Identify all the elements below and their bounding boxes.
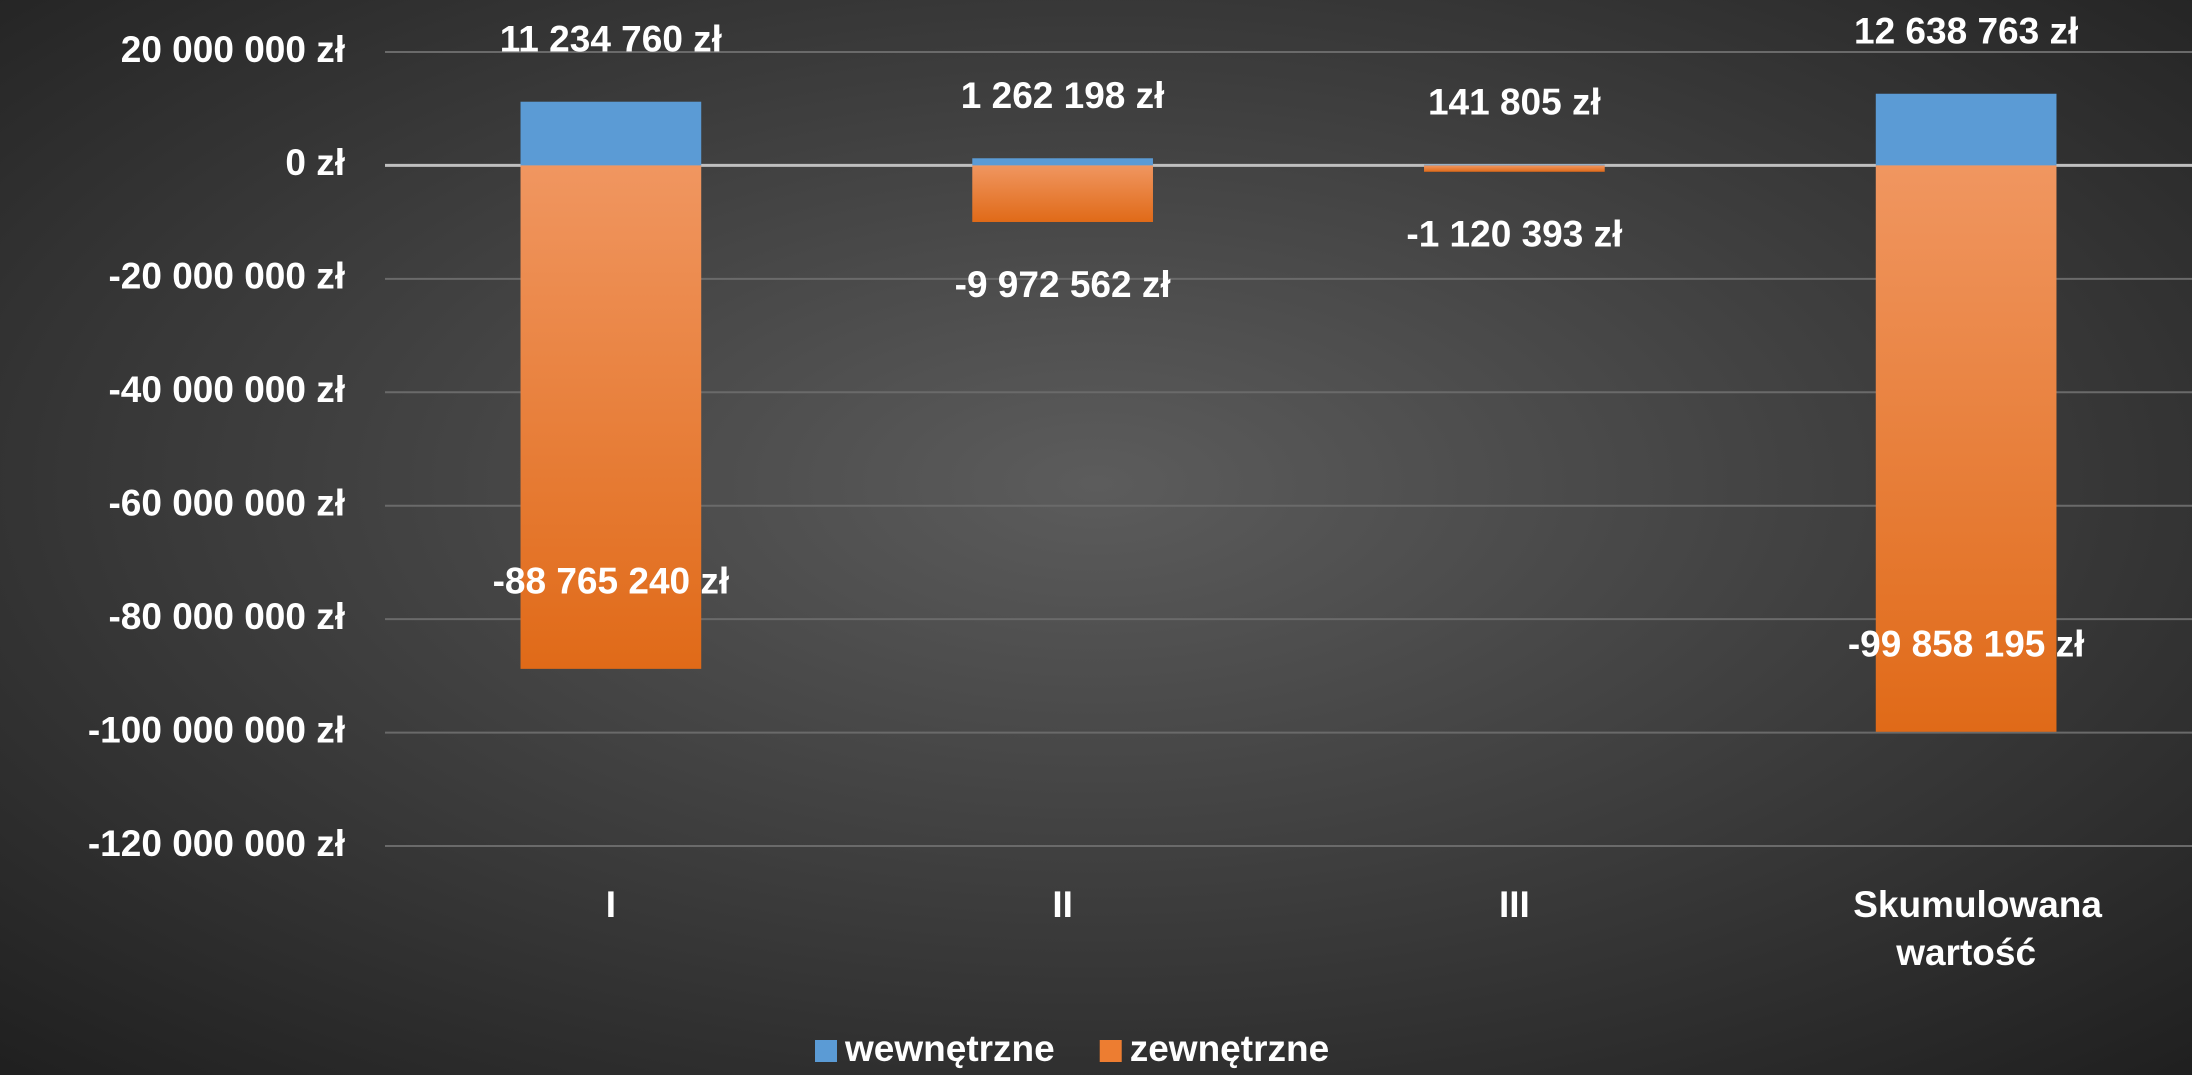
data-label: -99 858 195 zł xyxy=(1848,624,2085,665)
y-tick-label: -60 000 000 zł xyxy=(108,482,345,523)
x-tick-label-box: Skumulowana wartość xyxy=(1853,884,2102,974)
bar xyxy=(1424,165,1605,172)
x-tick-label: Skumulowana wartość xyxy=(1853,884,2102,974)
bar xyxy=(972,158,1153,166)
data-label: -1 120 393 zł xyxy=(1406,214,1622,255)
bar xyxy=(1875,165,2057,732)
data-label: 1 262 198 zł xyxy=(961,75,1165,116)
data-label: 11 234 760 zł xyxy=(500,18,722,59)
y-tick-label: -40 000 000 zł xyxy=(108,369,345,410)
y-tick-label: -20 000 000 zł xyxy=(108,256,345,297)
y-tick-label: 20 000 000 zł xyxy=(121,29,345,70)
data-label: 12 638 763 zł xyxy=(1854,11,2078,52)
y-tick-label: 0 zł xyxy=(285,142,345,183)
x-tick-label: I xyxy=(605,884,617,925)
legend-swatch xyxy=(815,1040,837,1062)
x-tick-label: II xyxy=(1052,884,1073,925)
bar xyxy=(972,165,1153,222)
bar xyxy=(520,101,702,166)
legend-label: wewnętrzne xyxy=(844,1028,1055,1069)
x-tick-label-box: I xyxy=(605,884,617,925)
legend-label: zewnętrzne xyxy=(1130,1028,1329,1069)
data-label: -9 972 562 zł xyxy=(955,264,1171,305)
y-tick-label: -100 000 000 zł xyxy=(88,709,345,750)
data-label: -88 765 240 zł xyxy=(493,561,730,602)
bar xyxy=(1875,93,2057,166)
data-label: 141 805 zł xyxy=(1428,81,1601,122)
bar xyxy=(1424,164,1605,166)
x-tick-label-box: II xyxy=(1052,884,1073,925)
bar xyxy=(520,165,702,669)
x-tick-label: III xyxy=(1498,884,1530,925)
y-tick-label: -80 000 000 zł xyxy=(108,596,345,637)
legend-swatch xyxy=(1099,1040,1122,1062)
x-tick-label-box: III xyxy=(1498,884,1530,925)
y-tick-label: -120 000 000 zł xyxy=(88,823,345,864)
